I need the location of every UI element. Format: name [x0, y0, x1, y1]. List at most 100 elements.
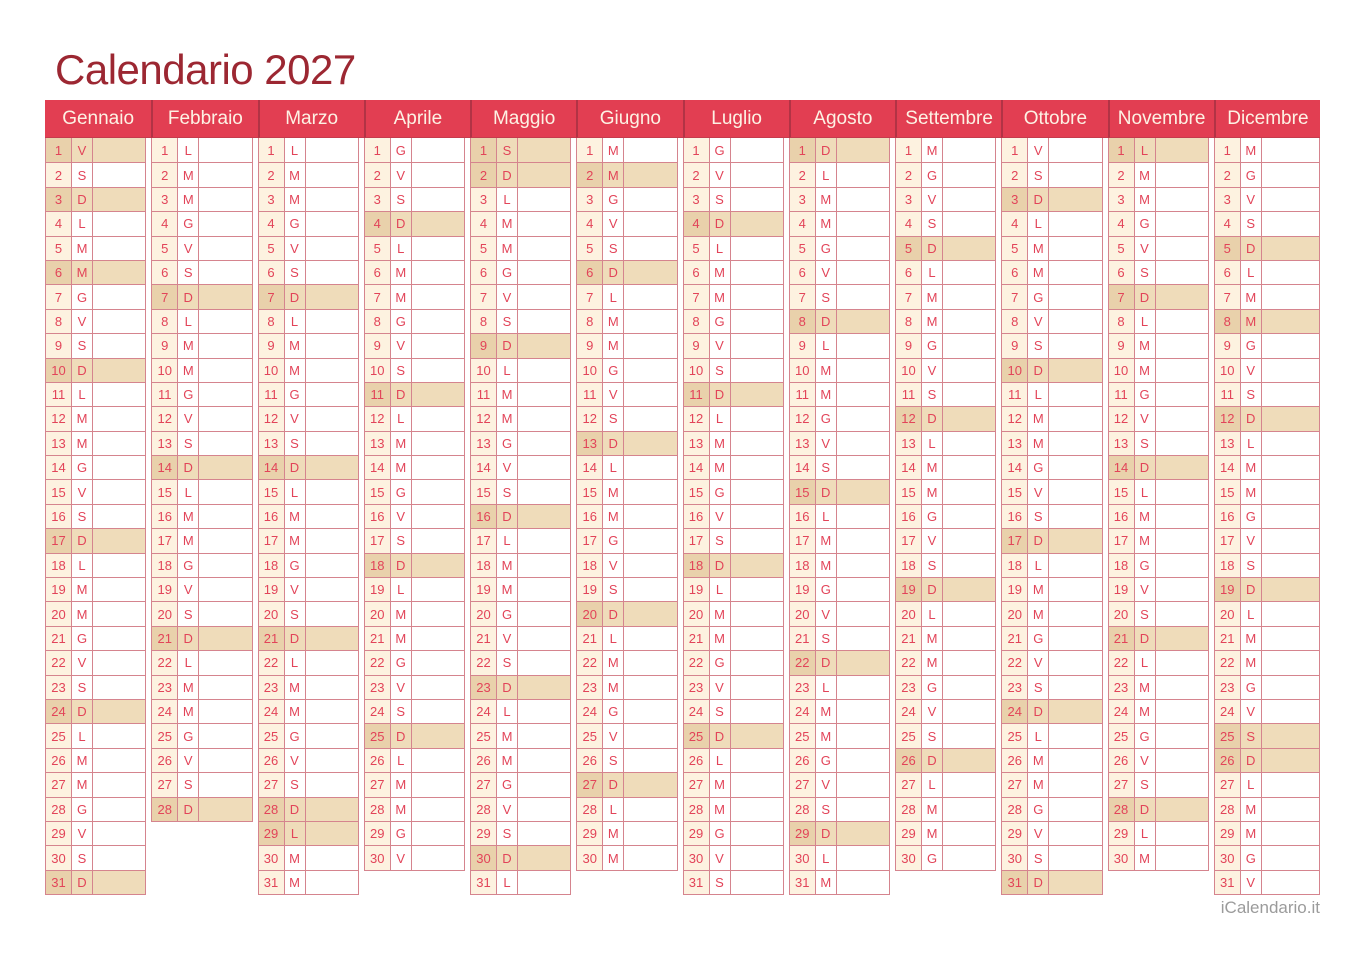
day-number: 19: [789, 578, 816, 602]
day-row: 7 M: [896, 284, 996, 309]
day-number: 19: [364, 578, 391, 602]
day-number: 10: [258, 358, 285, 382]
day-letter: M: [497, 236, 518, 260]
day-row: 17 S: [364, 528, 464, 553]
day-number: 13: [577, 431, 604, 456]
day-row: 17 V: [1214, 528, 1319, 553]
day-row: 25 G: [152, 723, 252, 748]
day-number: 18: [577, 553, 604, 578]
day-letter: V: [285, 748, 306, 773]
day-number: 20: [46, 602, 72, 626]
day-note-area: [943, 236, 996, 260]
day-note-area: [305, 163, 358, 187]
day-number: 13: [471, 431, 497, 456]
month-header-settembre: Settembre: [895, 100, 1002, 138]
day-number: 28: [258, 797, 285, 821]
day-row: 14 M: [364, 455, 464, 480]
day-note-area: [1049, 334, 1102, 358]
day-number: 25: [683, 724, 710, 748]
day-letter: M: [178, 334, 200, 358]
day-number: 13: [1108, 431, 1135, 456]
day-note-area: [943, 138, 996, 163]
day-number: 4: [364, 212, 391, 236]
day-number: 6: [258, 260, 285, 285]
day-row: 6 M: [364, 259, 464, 285]
day-number: 23: [364, 675, 391, 699]
day-number: 15: [683, 480, 710, 504]
day-letter: L: [1028, 724, 1050, 748]
day-number: 19: [152, 578, 179, 602]
day-row: 2 S: [46, 162, 146, 187]
day-number: 13: [896, 431, 922, 456]
day-number: 15: [1002, 480, 1029, 504]
day-number: 6: [1002, 260, 1029, 285]
day-note-area: [730, 285, 783, 309]
day-letter: M: [1241, 651, 1262, 675]
day-row: 26 V: [1108, 747, 1208, 773]
day-row: 25 D: [364, 723, 464, 748]
day-number: 3: [683, 187, 710, 212]
day-letter: M: [922, 138, 943, 163]
day-letter: S: [1028, 846, 1050, 870]
day-row: 11 L: [46, 381, 146, 407]
day-row: 5 L: [683, 235, 783, 260]
day-note-area: [199, 626, 252, 651]
day-row: 6 D: [577, 259, 677, 285]
day-letter: M: [1135, 504, 1156, 529]
day-row: 24 L: [471, 698, 571, 724]
day-letter: D: [922, 578, 943, 602]
day-letter: V: [178, 748, 200, 773]
day-row: 26 V: [152, 747, 252, 773]
day-number: 27: [46, 773, 72, 797]
day-letter: M: [816, 553, 837, 578]
day-note-area: [305, 212, 358, 236]
day-row: 22 M: [896, 650, 996, 675]
day-note-area: [305, 382, 358, 407]
day-number: 2: [789, 163, 816, 187]
day-row: 3 M: [152, 186, 252, 212]
day-number: 2: [1214, 163, 1241, 187]
day-letter: V: [1028, 138, 1050, 163]
day-row: 5 V: [258, 235, 358, 260]
day-note-area: [305, 138, 358, 163]
day-note-area: [1049, 821, 1102, 846]
day-note-area: [93, 724, 146, 748]
day-row: 9 M: [577, 333, 677, 358]
day-number: 26: [152, 748, 179, 773]
day-note-area: [836, 578, 889, 602]
day-number: 28: [364, 797, 391, 821]
day-letter: L: [922, 773, 943, 797]
day-row: 29 G: [364, 820, 464, 846]
day-row: 9 S: [1002, 333, 1102, 358]
day-row: 6 M: [683, 259, 783, 285]
day-letter: M: [710, 773, 731, 797]
day-letter: M: [1135, 675, 1156, 699]
month-column-gennaio: 1 V 2 S 3 D 4 L 5 M 6 M 7 G 8 V 9 S 10 D: [45, 138, 147, 896]
day-number: 15: [896, 480, 922, 504]
day-letter: G: [1028, 456, 1050, 480]
day-note-area: [1049, 212, 1102, 236]
day-number: 25: [364, 724, 391, 748]
day-number: 16: [896, 504, 922, 529]
day-note-area: [1155, 626, 1208, 651]
day-number: 9: [152, 334, 179, 358]
day-number: 12: [1108, 407, 1135, 431]
day-number: 24: [1002, 699, 1029, 724]
day-number: 21: [258, 626, 285, 651]
day-row: 26 M: [471, 747, 571, 773]
day-number: 1: [1002, 138, 1029, 163]
day-letter: L: [285, 138, 306, 163]
day-row: 9 V: [364, 333, 464, 358]
day-number: 2: [896, 163, 922, 187]
day-note-area: [836, 773, 889, 797]
day-row: 23 M: [1108, 674, 1208, 699]
day-note-area: [518, 675, 571, 699]
day-number: 26: [258, 748, 285, 773]
day-row: 21 M: [683, 625, 783, 651]
day-note-area: [93, 651, 146, 675]
day-row: 17 G: [577, 528, 677, 553]
day-note-area: [518, 870, 571, 895]
day-number: 28: [1002, 797, 1029, 821]
day-note-area: [199, 578, 252, 602]
day-note-area: [305, 431, 358, 456]
